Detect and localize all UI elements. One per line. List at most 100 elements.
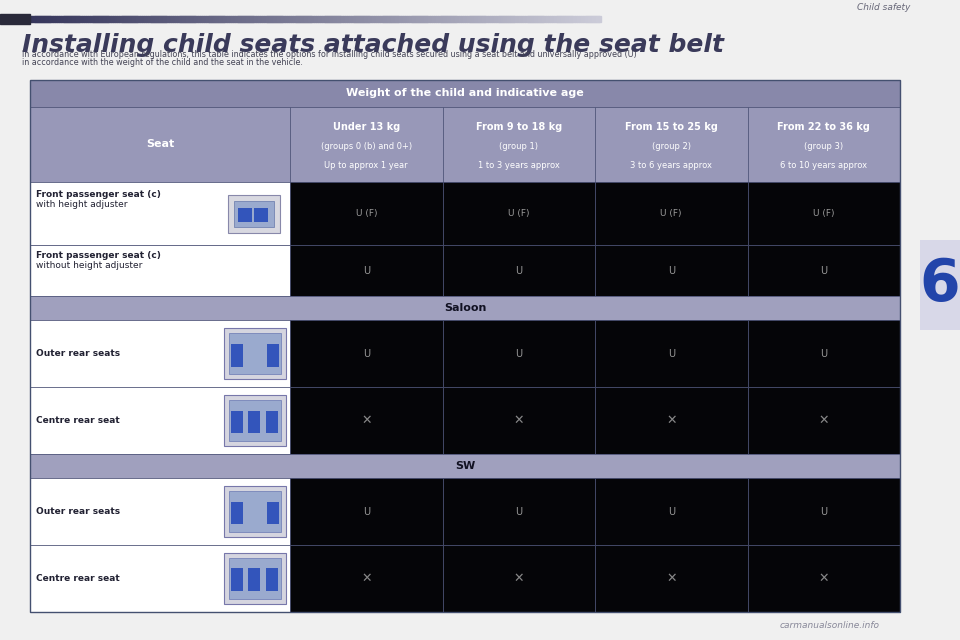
Bar [308, 16, 310, 22]
Bar [366, 16, 369, 22]
Bar [89, 16, 92, 22]
Bar [370, 16, 372, 22]
Bar [522, 16, 525, 22]
Bar [322, 16, 324, 22]
Bar [492, 16, 494, 22]
Text: U: U [363, 349, 370, 359]
Text: U: U [516, 507, 522, 516]
Bar [385, 16, 388, 22]
Text: ✕: ✕ [666, 414, 677, 427]
Bar [444, 16, 445, 22]
Bar [37, 16, 39, 22]
Bar [585, 16, 587, 22]
Text: ✕: ✕ [819, 572, 829, 585]
Bar [290, 245, 443, 296]
Bar [316, 16, 318, 22]
Bar [748, 478, 900, 545]
Bar [595, 182, 748, 245]
Bar [518, 16, 521, 22]
Bar [443, 478, 595, 545]
Bar [447, 16, 449, 22]
Bar [108, 16, 111, 22]
Bar [74, 16, 77, 22]
Bar [103, 16, 106, 22]
Bar [258, 16, 260, 22]
Text: ✕: ✕ [361, 414, 372, 427]
Bar [360, 16, 363, 22]
Bar [272, 16, 274, 22]
Bar [167, 16, 169, 22]
Bar [264, 16, 266, 22]
Bar [138, 16, 140, 22]
Bar [373, 16, 376, 22]
Bar [175, 16, 177, 22]
Bar [231, 502, 243, 525]
Bar [223, 16, 226, 22]
Bar [293, 16, 295, 22]
Bar [144, 16, 146, 22]
Bar [283, 16, 285, 22]
Text: U: U [363, 507, 370, 516]
Bar [405, 16, 407, 22]
Bar [482, 16, 485, 22]
Text: 3 to 6 years approx: 3 to 6 years approx [631, 161, 712, 170]
Bar [577, 16, 579, 22]
Bar [552, 16, 554, 22]
Bar [748, 107, 900, 182]
Bar [117, 16, 119, 22]
Bar [30, 545, 290, 612]
Bar [443, 182, 595, 245]
Bar [224, 396, 286, 446]
Bar [184, 16, 187, 22]
Bar [177, 16, 179, 22]
Bar [161, 16, 163, 22]
Bar [198, 16, 201, 22]
Bar [337, 16, 340, 22]
Bar [244, 16, 247, 22]
Bar [202, 16, 204, 22]
Bar [156, 16, 157, 22]
Bar [486, 16, 489, 22]
Bar [310, 16, 312, 22]
Bar [583, 16, 585, 22]
Bar [163, 16, 165, 22]
Bar [287, 16, 289, 22]
Bar [51, 16, 54, 22]
Bar [211, 16, 214, 22]
Bar [290, 321, 443, 387]
Bar [228, 16, 231, 22]
Bar [154, 16, 156, 22]
Bar [748, 545, 900, 612]
Bar [484, 16, 487, 22]
Bar [440, 16, 442, 22]
Bar [438, 16, 440, 22]
Text: U: U [668, 349, 675, 359]
Bar [571, 16, 573, 22]
Text: Saloon: Saloon [444, 303, 486, 314]
Bar [449, 16, 451, 22]
Bar [0, 14, 30, 24]
Bar [509, 16, 512, 22]
Text: SW: SW [455, 461, 475, 471]
Bar [194, 16, 197, 22]
Text: U (F): U (F) [508, 209, 530, 218]
Bar [105, 16, 108, 22]
Bar [36, 16, 37, 22]
Bar [413, 16, 415, 22]
Bar [401, 16, 403, 22]
Bar [266, 410, 277, 433]
Bar [290, 478, 443, 545]
Bar [30, 107, 290, 182]
Text: ✕: ✕ [361, 572, 372, 585]
Bar [68, 16, 71, 22]
Bar [91, 16, 94, 22]
Bar [121, 16, 123, 22]
Bar [30, 80, 900, 107]
Bar [312, 16, 314, 22]
Bar [60, 16, 63, 22]
Bar [465, 16, 468, 22]
Bar [540, 16, 542, 22]
Bar [354, 16, 357, 22]
Bar [84, 16, 86, 22]
Bar [411, 16, 413, 22]
